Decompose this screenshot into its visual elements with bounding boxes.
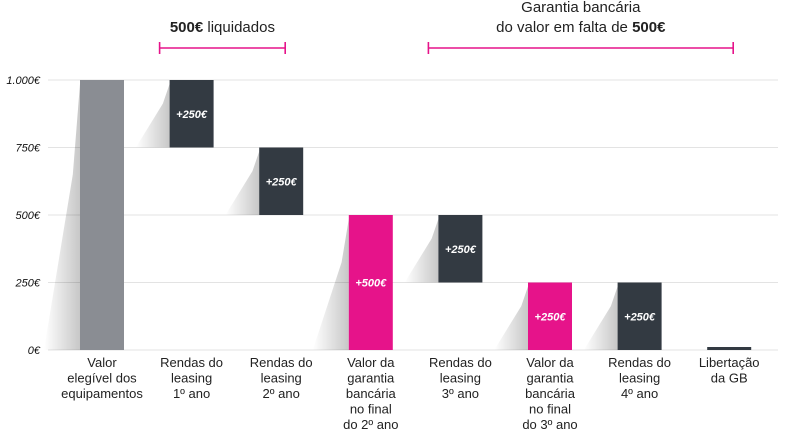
bars [80,80,752,350]
bar-shadow [225,151,260,215]
waterfall-bar [617,282,662,350]
bracket-label: do valor em falta de 500€ [496,19,666,36]
x-category-label: leasing [440,371,481,386]
x-category-label: leasing [619,371,660,386]
waterfall-bar [348,215,393,350]
bracket-label-segment: Garantia bancária [521,0,641,16]
x-category-label: Valor da [347,355,395,370]
y-tick-label: 500€ [16,210,41,222]
bar-value-label: +250€ [624,311,656,323]
bracket-label-segment: do valor em falta de [496,19,632,36]
bar-value-label: +250€ [445,244,477,256]
waterfall-bar [259,147,304,215]
waterfall-bar [169,80,214,148]
x-category-label: da GB [711,371,748,386]
waterfall-bar [80,80,124,350]
bar-labels: +250€ +250€ +500€ +250€ +250€ +250€ [176,109,656,324]
bar-value-label: +250€ [535,311,567,323]
bar-shadow [312,219,349,350]
bar-value-label: +250€ [266,176,298,188]
x-category-label: 1º ano [173,386,210,401]
x-category-label: Rendas do [250,355,313,370]
bracket-annotations: 500€ liquidados Garantia bancária do valor… [158,0,735,54]
y-tick-label: 250€ [15,278,41,290]
x-category-label: 4º ano [621,386,658,401]
bar-value-label: +500€ [355,278,387,290]
bar-shadow [404,219,439,283]
waterfall-bar [438,215,483,283]
bracket-label-segment: 500€ [170,19,204,36]
y-tick-label: 1.000€ [6,75,41,87]
x-category-label: leasing [261,371,302,386]
bracket-label-segment: 500€ [632,19,666,36]
x-category-label: no final [529,402,571,417]
bar-shadows [44,84,618,350]
x-category-label: Libertação [699,355,760,370]
y-tick-label: 750€ [16,143,41,155]
bar-shadow [583,286,618,350]
x-category-label: leasing [171,371,212,386]
bracket-label-segment: liquidados [203,19,275,36]
x-category-label: Rendas do [429,355,492,370]
x-category-label: Valor [87,355,117,370]
x-category-label: bancária [346,386,397,401]
x-category-label: 3º ano [442,386,479,401]
y-tick-label: 0€ [28,345,41,357]
x-category-label: 2º ano [263,386,300,401]
bar-shadow [494,286,528,350]
x-category-label: Rendas do [608,355,671,370]
x-category-label: Rendas do [160,355,223,370]
y-axis-ticks: 0€ 250€ 500€ 750€ 1.000€ [6,75,41,357]
x-category-label: Valor da [526,355,574,370]
x-category-label: equipamentos [61,386,143,401]
x-category-label: garantia [527,371,575,386]
waterfall-bar [528,282,572,350]
bar-value-label: +250€ [176,109,208,121]
bar-shadow [44,84,80,350]
x-category-label: do 3º ano [522,417,577,432]
x-category-label: do 2º ano [343,417,398,432]
x-category-label: garantia [347,371,395,386]
waterfall-bar [707,347,752,350]
x-category-label: bancária [525,386,576,401]
bar-shadow [135,84,170,148]
x-category-label: elegível dos [67,371,137,386]
x-category-label: no final [350,402,392,417]
bracket-label: 500€ liquidados [170,19,275,36]
bracket-label: Garantia bancária [521,0,641,16]
